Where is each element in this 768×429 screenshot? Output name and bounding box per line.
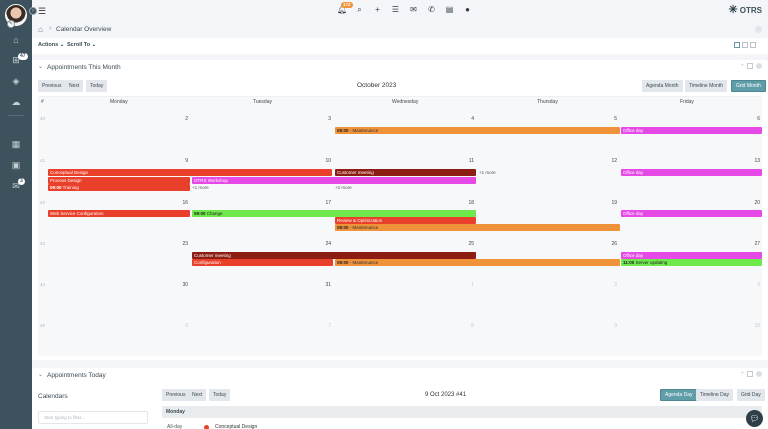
event-office-day[interactable]: Office day xyxy=(621,252,762,259)
event-office-day[interactable]: Office day xyxy=(621,169,762,176)
chat-badge: 3 xyxy=(18,178,25,185)
day-monday: Monday xyxy=(110,99,128,105)
plus-icon[interactable]: + xyxy=(740,371,744,377)
layout-single-icon[interactable] xyxy=(734,42,740,48)
report-icon[interactable]: ▣ xyxy=(11,160,21,170)
event-process-design[interactable]: Process Design xyxy=(48,177,190,184)
menu-icon[interactable]: ☰ xyxy=(38,6,47,16)
next-button[interactable]: Next xyxy=(188,389,207,401)
sidebar: ✎ ⌂ ⊞ 47 ◈ ☁ ▦ ▣ ✉ 3 xyxy=(0,0,32,429)
grid-month-button[interactable]: Grid Month xyxy=(731,80,766,92)
event-change[interactable]: 09:00 Change xyxy=(192,210,476,217)
agenda-month-button[interactable]: Agenda Month xyxy=(642,80,683,92)
chat-bubble-button[interactable]: 💬︎ xyxy=(746,410,763,427)
status-icon: ✎ xyxy=(7,20,15,28)
layout-triple-icon[interactable] xyxy=(750,42,756,48)
layout-double-icon[interactable] xyxy=(742,42,748,48)
next-button[interactable]: Next xyxy=(65,80,84,92)
event-customer-meeting[interactable]: Customer meeting xyxy=(192,252,476,259)
calendar-header: # Monday Tuesday Wednesday Thursday Frid… xyxy=(38,96,762,106)
otrs-logo: ✳ OTRS xyxy=(728,4,762,16)
more-link[interactable]: +1 more xyxy=(192,185,209,190)
more-link[interactable]: +1 more xyxy=(479,170,496,175)
chat-icon[interactable]: ✉ xyxy=(12,181,20,191)
event-maintenance[interactable]: 08:00 - Maintenance xyxy=(335,127,620,134)
notification-badge: 172 xyxy=(341,2,353,8)
widget-title: Appointments Today xyxy=(47,372,106,379)
page-title: Calendar Overview xyxy=(56,26,112,33)
grid-day-button[interactable]: Grid Day xyxy=(737,389,765,401)
scroll-to-menu[interactable]: Scroll To ⌄ xyxy=(67,42,97,48)
previous-button[interactable]: Previous xyxy=(38,80,66,92)
event-maintenance[interactable]: 08:00 - Maintenance xyxy=(335,259,620,266)
event-office-day[interactable]: Office day xyxy=(621,210,762,217)
calendar-filter-input[interactable]: Start typing to filter... xyxy=(38,411,148,424)
day-thursday: Thursday xyxy=(537,99,558,105)
day-wednesday: Wednesday xyxy=(392,99,419,105)
event-review-optimization[interactable]: Review & Optimization xyxy=(335,217,476,224)
event-configuration[interactable]: Configuration xyxy=(192,259,333,266)
tickets-icon[interactable]: ⊞ xyxy=(12,55,20,65)
calendar-grid: 40 2 3 4 5 6 08:00 - Maintenance Office … xyxy=(38,106,762,356)
mail-icon[interactable]: ✉ xyxy=(410,5,417,14)
calendar-icon[interactable]: ▦ xyxy=(11,139,21,149)
chat-window-icon[interactable]: ▤ xyxy=(445,5,454,14)
breadcrumb: ⌂ › Calendar Overview xyxy=(32,22,768,38)
plus-icon[interactable]: + xyxy=(740,63,744,69)
expand-icon[interactable] xyxy=(747,371,753,377)
settings-icon[interactable] xyxy=(756,63,762,69)
agenda-day-header: Monday xyxy=(162,406,762,418)
timeline-month-button[interactable]: Timeline Month xyxy=(685,80,727,92)
month-label: October 2023 xyxy=(357,82,397,89)
expand-icon[interactable] xyxy=(747,63,753,69)
tickets-badge: 47 xyxy=(18,53,28,60)
tag-icon[interactable]: ◈ xyxy=(12,76,20,86)
sidebar-toggle-button[interactable]: › xyxy=(29,7,37,15)
event-maintenance[interactable]: 08:00 - Maintenance xyxy=(335,224,620,231)
calendar-color-dot xyxy=(204,425,209,429)
top-bar: ☰ 🔔︎ 172 ⌕ + ☰ ✉ ✆ ▤ ● ✳ OTRS xyxy=(32,0,768,22)
previous-button[interactable]: Previous xyxy=(162,389,190,401)
divider xyxy=(8,115,24,116)
agenda-time: All-day xyxy=(167,424,183,429)
chevron-down-icon[interactable]: ⌄ xyxy=(38,372,44,378)
today-button[interactable]: Today xyxy=(86,80,108,92)
home-icon[interactable]: ⌂ xyxy=(38,25,43,34)
widget-title: Appointments This Month xyxy=(47,64,121,71)
event-training[interactable]: 09:00 Training xyxy=(48,184,190,191)
agenda-day-button[interactable]: Agenda Day xyxy=(660,389,698,401)
flame-icon[interactable]: ☁ xyxy=(11,97,21,107)
more-link[interactable]: +2 more xyxy=(335,185,352,190)
timeline-day-button[interactable]: Timeline Day xyxy=(696,389,733,401)
event-server-updating[interactable]: 11:00 Server updating xyxy=(621,259,762,266)
actions-menu[interactable]: Actions ⌄ xyxy=(38,42,65,48)
action-bar: Actions ⌄ Scroll To ⌄ xyxy=(32,38,768,54)
event-web-service-configuration[interactable]: Web Service Configuration xyxy=(48,210,190,217)
day-tuesday: Tuesday xyxy=(253,99,272,105)
calendars-label: Calendars xyxy=(38,393,68,400)
today-button[interactable]: Today xyxy=(209,389,231,401)
settings-dot[interactable] xyxy=(755,26,762,33)
list-icon[interactable]: ☰ xyxy=(391,5,400,14)
event-office-day[interactable]: Office day xyxy=(621,127,762,134)
event-conceptual-design[interactable]: Conceptual Design xyxy=(48,169,332,176)
help-icon[interactable]: ● xyxy=(465,5,470,14)
plus-icon[interactable]: + xyxy=(375,5,380,14)
chevron-right-icon: › xyxy=(49,25,52,32)
search-icon[interactable]: ⌕ xyxy=(357,5,362,14)
event-customer-meeting[interactable]: Customer meeting xyxy=(335,169,476,176)
settings-icon[interactable] xyxy=(756,371,762,377)
bell-icon[interactable]: 🔔︎ 172 xyxy=(337,2,353,14)
logo-icon: ✳ xyxy=(728,4,738,16)
rocket-icon[interactable]: ⌂ xyxy=(13,35,19,45)
appointments-today-widget: ⌄ Appointments Today + Calendars Start t… xyxy=(32,368,768,429)
chevron-down-icon[interactable]: ⌄ xyxy=(38,64,44,70)
agenda-event[interactable]: Conceptual Design xyxy=(215,424,258,429)
event-otrs-workshop[interactable]: OTRS Workshop xyxy=(192,177,476,184)
date-label: 9 Oct 2023 #41 xyxy=(425,392,467,398)
appointments-month-widget: ⌄ Appointments This Month + Previous Nex… xyxy=(32,60,768,360)
day-friday: Friday xyxy=(680,99,694,105)
phone-icon[interactable]: ✆ xyxy=(428,5,435,14)
